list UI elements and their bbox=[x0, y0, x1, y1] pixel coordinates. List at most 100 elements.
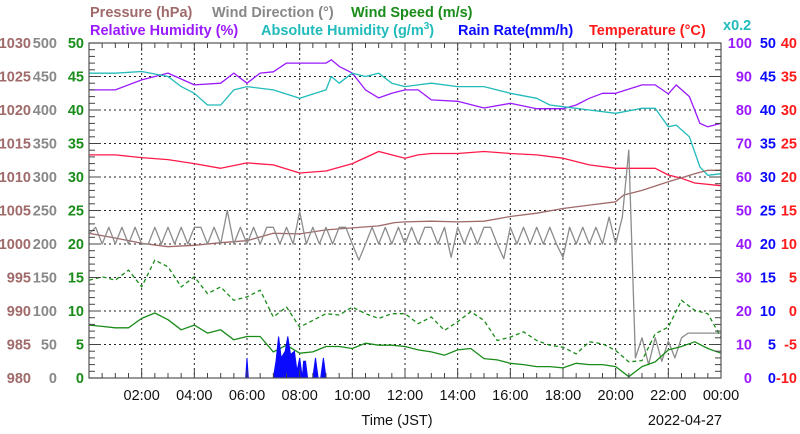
relative-humidity-axis-label: 80 bbox=[736, 103, 752, 119]
legend-row-1: Pressure (hPa) Wind Direction (°) Wind S… bbox=[90, 5, 473, 21]
temperature-axis-label: 0 bbox=[789, 304, 797, 320]
rain-rate-axis-label: 15 bbox=[760, 271, 776, 287]
wind-speed-axis-label: 15 bbox=[68, 271, 84, 287]
rain-rate-axis-label: 35 bbox=[760, 137, 776, 153]
wind-speed-axis-label: 45 bbox=[68, 70, 84, 86]
pressure-axis-label: 990 bbox=[7, 304, 31, 320]
pressure-axis-label: 1000 bbox=[0, 237, 31, 253]
pressure-axis-label: 1010 bbox=[0, 170, 31, 186]
pressure-axis-label: 1025 bbox=[0, 70, 31, 86]
rain-rate-axis-label: 45 bbox=[760, 70, 776, 86]
wind-direction-axis-label: 150 bbox=[33, 271, 57, 287]
legend-absolute-humidity: Absolute Humidity (g/m bbox=[261, 23, 424, 39]
axis-ticks bbox=[89, 42, 721, 379]
legend-row-2: Relative Humidity (%) Absolute Humidity … bbox=[90, 21, 706, 39]
series-wind-direction bbox=[88, 149, 721, 366]
wind-speed-axis-label: 50 bbox=[68, 36, 84, 52]
wind-direction-axis-label: 200 bbox=[33, 237, 57, 253]
relative-humidity-axis-label: 60 bbox=[736, 170, 752, 186]
wind-speed-axis-label: 20 bbox=[68, 237, 84, 253]
x-tick-label: 12:00 bbox=[387, 388, 423, 404]
wind-speed-axis-label: 35 bbox=[68, 137, 84, 153]
rain-rate-axis-label: 0 bbox=[768, 371, 776, 387]
series-wind-gust-m-s bbox=[88, 259, 722, 363]
relative-humidity-axis-label: 50 bbox=[736, 204, 752, 220]
legend-relative-humidity: Relative Humidity (%) bbox=[90, 23, 238, 39]
temperature-axis-label: 10 bbox=[781, 237, 797, 253]
legend-wind-direction: Wind Direction (°) bbox=[212, 5, 334, 21]
x-tick-label: 02:00 bbox=[124, 388, 160, 404]
rain-rate-axis-label: 10 bbox=[760, 304, 776, 320]
series-relative-humidity bbox=[89, 59, 722, 128]
axis-labels: 02:00 04:00 06:00 08:00 10:00 12:00 14:00 16:00… bbox=[0, 36, 797, 404]
legend-absolute-humidity-sup: 3 bbox=[424, 21, 430, 32]
wind-speed-axis-label: 30 bbox=[68, 170, 84, 186]
series-pressure-hpa bbox=[88, 169, 721, 248]
wind-direction-axis-label: 50 bbox=[41, 338, 57, 354]
legend-wind-speed: Wind Speed (m/s) bbox=[351, 5, 473, 21]
x-tick-label: 22:00 bbox=[650, 388, 686, 404]
grid bbox=[89, 43, 721, 378]
rain-rate-axis-label: 25 bbox=[760, 204, 776, 220]
rain-rate-axis-label: 5 bbox=[768, 338, 776, 354]
x-tick-label: 08:00 bbox=[282, 388, 318, 404]
temperature-axis-label: -10 bbox=[776, 371, 797, 387]
pressure-axis-label: 1005 bbox=[0, 204, 31, 220]
temperature-axis-label: 35 bbox=[781, 70, 797, 86]
wind-speed-axis-label: 5 bbox=[76, 338, 84, 354]
wind-direction-axis-label: 300 bbox=[33, 170, 57, 186]
x-axis-title: Time (JST) bbox=[361, 413, 432, 429]
wind-direction-axis-label: 500 bbox=[33, 36, 57, 52]
wind-direction-axis-label: 250 bbox=[33, 204, 57, 220]
wind-speed-axis-label: 0 bbox=[76, 371, 84, 387]
x-tick-label: 20:00 bbox=[598, 388, 634, 404]
x-tick-label: 18:00 bbox=[545, 388, 581, 404]
pressure-axis-label: 1015 bbox=[0, 137, 31, 153]
relative-humidity-axis-label: 100 bbox=[728, 36, 752, 52]
legend-pressure: Pressure (hPa) bbox=[90, 5, 193, 21]
wind-speed-axis-label: 10 bbox=[68, 304, 84, 320]
x-tick-label: 10:00 bbox=[334, 388, 370, 404]
abs-humidity-scale-note: x0.2 bbox=[723, 18, 751, 34]
pressure-axis-label: 980 bbox=[7, 371, 31, 387]
relative-humidity-axis-label: 10 bbox=[736, 338, 752, 354]
pressure-axis-label: 995 bbox=[7, 271, 31, 287]
temperature-axis-label: 30 bbox=[781, 103, 797, 119]
rain-rate-axis-label: 50 bbox=[760, 36, 776, 52]
rain-rate-axis-label: 40 bbox=[760, 103, 776, 119]
pressure-axis-label: 1030 bbox=[0, 36, 31, 52]
wind-direction-axis-label: 350 bbox=[33, 137, 57, 153]
relative-humidity-axis-label: 70 bbox=[736, 137, 752, 153]
wind-direction-axis-label: 100 bbox=[33, 304, 57, 320]
relative-humidity-axis-label: 40 bbox=[736, 237, 752, 253]
x-tick-label: 04:00 bbox=[176, 388, 212, 404]
pressure-axis-label: 1020 bbox=[0, 103, 31, 119]
pressure-axis-label: 985 bbox=[7, 338, 31, 354]
wind-speed-axis-label: 25 bbox=[68, 204, 84, 220]
x-tick-label: 00:00 bbox=[703, 388, 739, 404]
x-tick-label: 06:00 bbox=[229, 388, 265, 404]
legend: Pressure (hPa) Wind Direction (°) Wind S… bbox=[90, 5, 751, 39]
wind-direction-axis-label: 450 bbox=[33, 70, 57, 86]
wind-direction-axis-label: 0 bbox=[49, 371, 57, 387]
series-wind-speed-m-s bbox=[88, 312, 722, 378]
series-temperature-c bbox=[89, 150, 722, 187]
rain-rate-axis-label: 20 bbox=[760, 237, 776, 253]
legend-rain-rate: Rain Rate(mm/h) bbox=[458, 23, 573, 39]
date-label: 2022-04-27 bbox=[648, 413, 722, 429]
temperature-axis-label: 40 bbox=[781, 36, 797, 52]
relative-humidity-axis-label: 20 bbox=[736, 304, 752, 320]
legend-absolute-humidity-close: ) bbox=[429, 23, 434, 39]
temperature-axis-label: -5 bbox=[784, 338, 797, 354]
wind-speed-axis-label: 40 bbox=[68, 103, 84, 119]
legend-temperature: Temperature (°C) bbox=[589, 23, 706, 39]
temperature-axis-label: 25 bbox=[781, 137, 797, 153]
x-tick-label: 16:00 bbox=[492, 388, 528, 404]
temperature-axis-label: 5 bbox=[789, 271, 797, 287]
wind-direction-axis-label: 400 bbox=[33, 103, 57, 119]
temperature-axis-label: 20 bbox=[781, 170, 797, 186]
x-tick-label: 14:00 bbox=[440, 388, 476, 404]
rain-rate-axis-label: 30 bbox=[760, 170, 776, 186]
temperature-axis-label: 15 bbox=[781, 204, 797, 220]
